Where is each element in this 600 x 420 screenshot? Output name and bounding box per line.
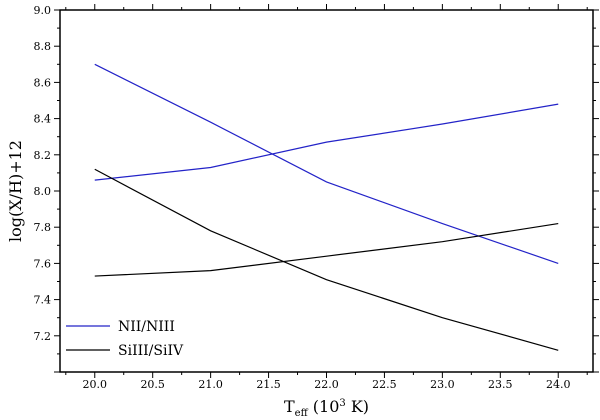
series-line-siiii-siiv-1 [94, 168, 559, 351]
y-tick-label: 8.0 [34, 185, 52, 198]
legend-label-nii-niii: NII/NIII [118, 319, 175, 335]
x-axis-label: Teff (103 K) [284, 397, 369, 419]
y-tick-label: 7.4 [34, 294, 52, 307]
y-tick-label: 8.4 [34, 113, 52, 126]
y-tick-label: 7.2 [34, 330, 52, 343]
x-tick-label: 24.0 [546, 378, 571, 391]
x-tick-label: 20.5 [140, 378, 165, 391]
plot-frame [59, 9, 594, 373]
y-tick-label: 8.8 [34, 40, 52, 53]
x-tick-label: 22.0 [314, 378, 339, 391]
series-line-nii-niii-2 [94, 103, 559, 181]
ticks [54, 4, 599, 378]
x-tick-label: 23.5 [488, 378, 513, 391]
x-tick-label: 21.0 [198, 378, 223, 391]
series-lines [94, 63, 559, 351]
y-tick-label: 8.6 [34, 76, 52, 89]
x-tick-label: 20.0 [83, 378, 108, 391]
legend-label-siiii-siiv: SiIII/SiIV [118, 343, 184, 359]
x-tick-label: 22.5 [372, 378, 397, 391]
y-tick-label: 7.6 [34, 257, 52, 270]
y-tick-label: 8.2 [34, 149, 52, 162]
y-tick-label: 9.0 [34, 4, 52, 17]
series-line-siiii-siiv-2 [94, 222, 559, 277]
x-tick-label: 21.5 [256, 378, 281, 391]
y-axis-label: log(X/H)+12 [6, 140, 25, 242]
x-tick-label: 23.0 [430, 378, 455, 391]
legend: NII/NIII SiIII/SiIV [66, 319, 184, 359]
series-line-nii-niii-1 [94, 63, 559, 264]
y-tick-label: 7.8 [34, 221, 52, 234]
tick-labels: 20.0 20.5 21.0 21.5 22.0 22.5 23.0 23.5 24.0 7.2 7… [34, 4, 571, 391]
